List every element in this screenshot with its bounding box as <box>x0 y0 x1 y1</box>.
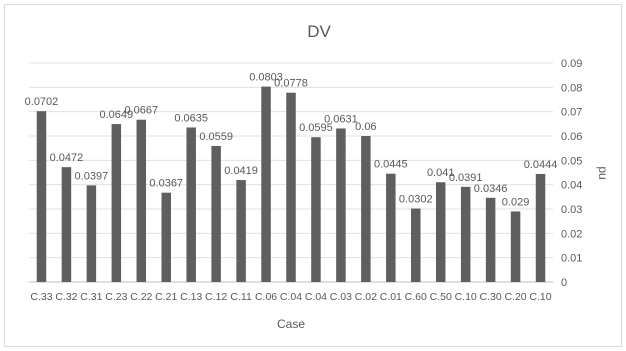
data-label: 0.0444 <box>524 159 558 171</box>
y-tick-label: 0.02 <box>561 228 582 240</box>
data-label: 0.0635 <box>174 112 208 124</box>
x-tick-label: C.23 <box>105 291 127 303</box>
x-axis-title: Case <box>277 317 305 331</box>
data-label: 0.0778 <box>274 78 308 90</box>
y-tick-label: 0.08 <box>561 82 582 94</box>
x-tick-label: C.10 <box>455 291 477 303</box>
x-tick-label: C.32 <box>55 291 77 303</box>
bar <box>86 185 97 282</box>
bar <box>361 136 371 282</box>
data-label: 0.0667 <box>124 105 158 117</box>
data-label: 0.0419 <box>224 165 258 177</box>
x-tick-label: C.33 <box>30 291 52 303</box>
x-tick-label: C.20 <box>504 291 526 303</box>
data-label: 0.0631 <box>324 113 358 125</box>
y-tick-label: 0.04 <box>561 180 582 192</box>
data-label: 0.029 <box>502 196 530 208</box>
y-tick-label: 0.06 <box>561 131 582 143</box>
data-label: 0.0367 <box>149 178 183 190</box>
x-tick-label: C.31 <box>80 291 102 303</box>
y-tick-label: 0 <box>561 277 567 289</box>
bar <box>261 86 271 282</box>
x-tick-label: C.13 <box>180 291 202 303</box>
y-tick-label: 0.05 <box>561 155 582 167</box>
y-axis-title: pu <box>596 166 610 179</box>
data-label: 0.0391 <box>449 172 483 184</box>
x-tick-label: C.60 <box>405 291 427 303</box>
data-label: 0.0397 <box>75 170 109 182</box>
bar <box>111 124 122 283</box>
data-label: 0.0302 <box>399 194 433 206</box>
bar <box>61 167 72 282</box>
bar <box>386 173 396 282</box>
bar <box>136 119 147 283</box>
x-tick-label: C.04 <box>305 291 327 303</box>
bar <box>485 197 496 282</box>
x-tick-label: C.21 <box>155 291 177 303</box>
x-tick-label: C.06 <box>255 291 277 303</box>
x-tick-label: C.30 <box>480 291 502 303</box>
x-tick-label: C.10 <box>529 291 551 303</box>
y-axis-ticks: 0 0.01 0.02 0.03 0.04 0.05 0.06 0.07 0.08 0.09 <box>561 58 582 289</box>
bar <box>311 137 321 282</box>
x-axis-ticks: C.33 C.32 C.31 C.23 C.22 C.21 C.13 C.12 C.11 C.06… <box>30 291 551 303</box>
data-label: 0.0702 <box>25 96 59 108</box>
bar <box>336 128 346 282</box>
x-tick-label: C.02 <box>355 291 377 303</box>
x-tick-label: C.04 <box>280 291 302 303</box>
data-label: 0.0472 <box>50 152 84 164</box>
data-label: 0.0595 <box>299 122 333 134</box>
data-label: 0.041 <box>427 167 455 179</box>
x-tick-label: C.11 <box>230 291 252 303</box>
data-label: 0.06 <box>355 121 376 133</box>
data-label: 0.0649 <box>100 109 134 121</box>
bar <box>286 92 296 282</box>
x-tick-label: C.22 <box>130 291 152 303</box>
data-label: 0.0346 <box>474 183 508 195</box>
bar <box>460 186 471 282</box>
x-tick-label: C.01 <box>380 291 402 303</box>
x-tick-label: C.12 <box>205 291 227 303</box>
bar <box>186 127 196 282</box>
y-tick-label: 0.09 <box>561 58 582 70</box>
bar <box>161 192 171 282</box>
data-label: 0.0803 <box>249 72 283 84</box>
bar-chart: DV 0.07020.04720.03970.06490.06670.03670… <box>25 22 610 331</box>
x-tick-label: C.50 <box>430 291 452 303</box>
chart-title: DV <box>307 22 331 41</box>
bar <box>411 208 421 282</box>
x-tick-label: C.03 <box>330 291 352 303</box>
bar <box>535 173 546 282</box>
y-tick-label: 0.07 <box>561 107 582 119</box>
y-tick-label: 0.01 <box>561 253 582 265</box>
y-tick-label: 0.03 <box>561 204 582 216</box>
bar <box>236 180 246 282</box>
bar-series <box>36 86 546 283</box>
chart-frame: DV 0.0702 0.0472 0.0397 0.0649 0.0667 0.0367 0… <box>4 4 622 347</box>
bar <box>510 211 521 282</box>
data-label: 0.0445 <box>374 159 408 171</box>
bar <box>211 145 221 282</box>
bar <box>36 111 47 283</box>
data-label: 0.0559 <box>199 131 233 143</box>
bar <box>435 182 446 282</box>
